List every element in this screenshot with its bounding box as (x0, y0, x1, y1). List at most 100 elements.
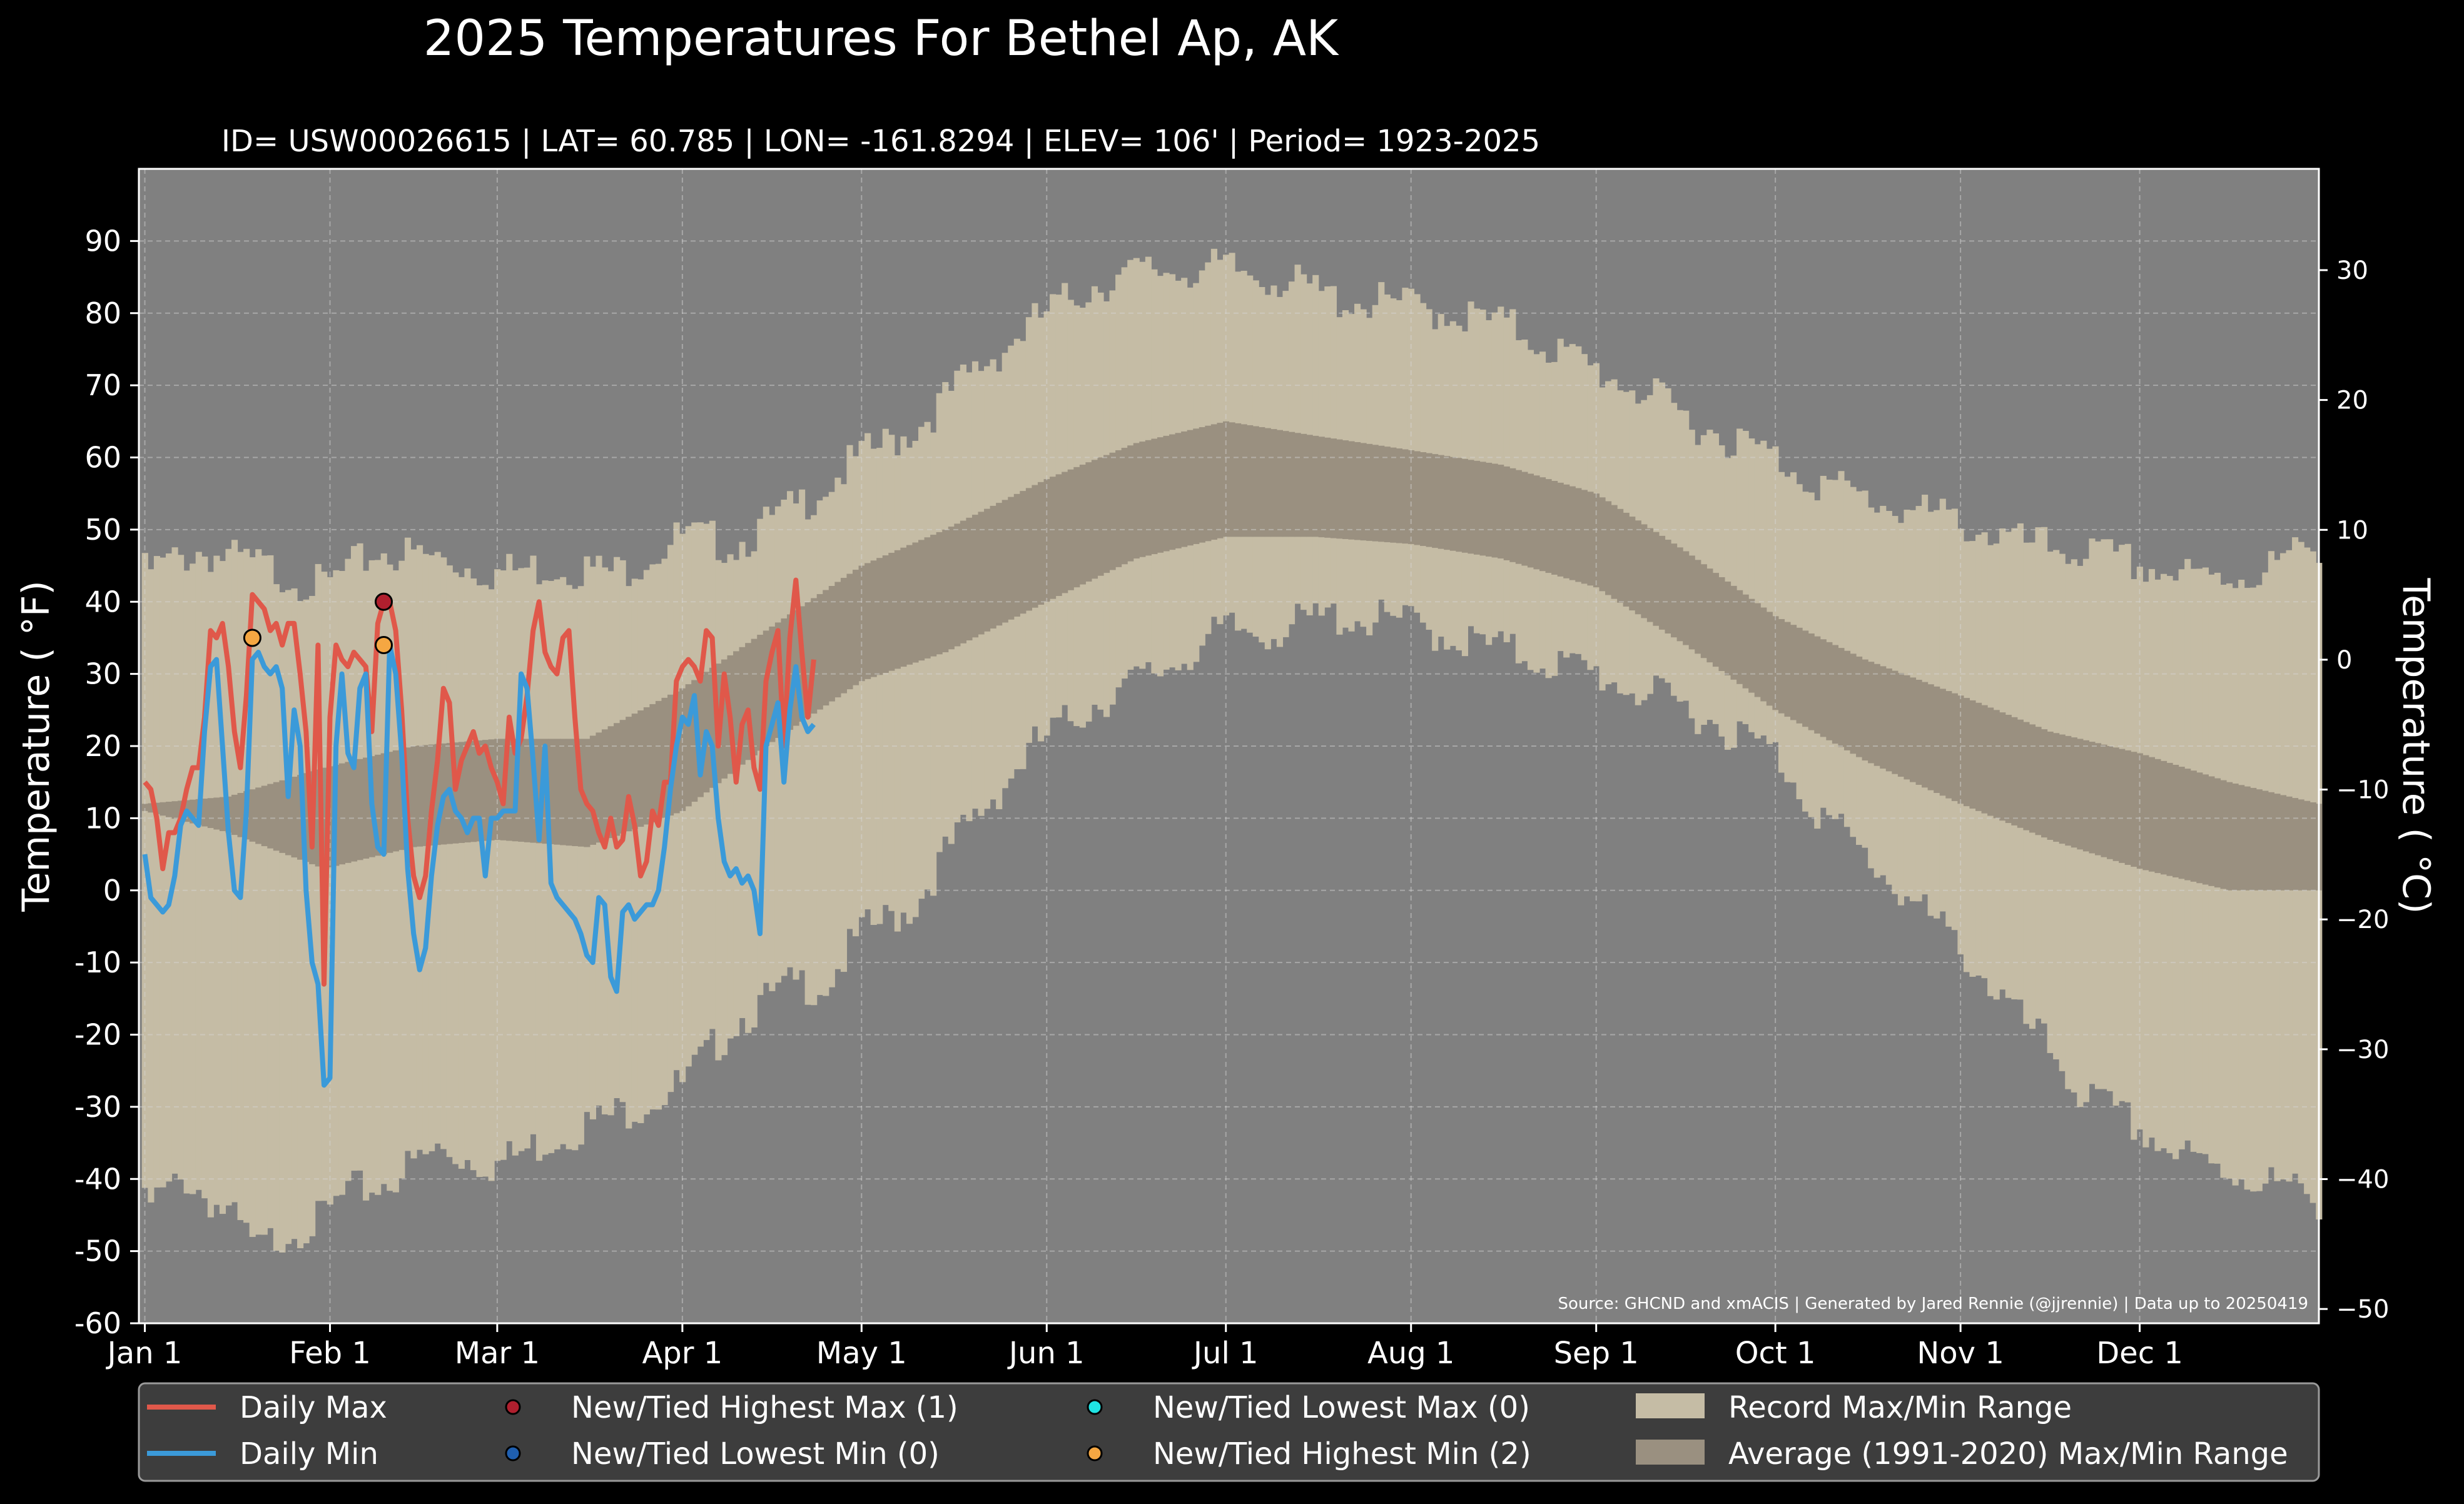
normal-range-bar (721, 659, 728, 779)
normal-range-bar (2112, 747, 2119, 861)
normal-range-bar (303, 773, 310, 862)
normal-range-bar (416, 745, 423, 847)
normal-range-bar (1085, 462, 1092, 582)
normal-range-bar (1468, 460, 1474, 554)
y-axis-label-left: Temperature ( °F) (14, 580, 58, 912)
normal-range-bar (1796, 627, 1803, 724)
normal-range-bar (1193, 428, 1200, 544)
normal-range-bar (1199, 427, 1205, 543)
normal-range-bar (2279, 795, 2287, 891)
normal-range-bar (1503, 466, 1510, 560)
record-range-bar (1742, 431, 1749, 724)
normal-range-bar (1521, 472, 1528, 566)
normal-range-bar (1945, 691, 1952, 799)
normal-range-bar (1008, 497, 1015, 620)
record-range-bar (518, 568, 525, 1151)
normal-range-bar (1444, 456, 1451, 550)
normal-range-bar (1390, 447, 1397, 543)
record-range-bar (500, 570, 507, 1160)
record-range-bar (375, 560, 382, 1195)
y-axis-left: -60 -50 -40 -30 -20 -10 0 10 20 30 40 50 60 70 80 90 (74, 224, 139, 1340)
normal-range-bar (1515, 470, 1522, 564)
normal-range-bar (1187, 430, 1194, 546)
normal-range-bar (900, 547, 907, 667)
normal-range-bar (1778, 618, 1785, 714)
normal-range-bar (2053, 733, 2060, 842)
normal-range-bar (2160, 760, 2167, 875)
normal-range-bar (2268, 792, 2274, 891)
normal-range-bar (2017, 719, 2024, 828)
normal-range-bar (2309, 802, 2316, 891)
normal-range-bar (1282, 431, 1289, 537)
normal-range-bar (338, 763, 345, 865)
normal-range-bar (751, 638, 758, 755)
normal-range-bar (410, 746, 417, 847)
normal-range-bar (1897, 673, 1904, 777)
record-range-bar (368, 560, 375, 1193)
record-range-bar (452, 572, 459, 1164)
normal-range-bar (171, 801, 178, 819)
normal-range-bar (1288, 432, 1295, 537)
normal-range-bar (912, 542, 919, 663)
normal-range-bar (1563, 484, 1570, 578)
normal-range-bar (1957, 695, 1964, 804)
y-tick-label-left: -10 (74, 946, 121, 979)
record-range-bar (577, 586, 584, 1145)
normal-range-bar (757, 634, 764, 751)
record-range-bar (363, 570, 370, 1201)
normal-range-bar (1067, 469, 1074, 590)
normal-range-bar (1013, 493, 1020, 617)
normal-range-bar (1676, 547, 1683, 642)
normal-range-bar (285, 778, 292, 855)
record-range-bar (482, 585, 489, 1177)
normal-range-bar (1557, 482, 1564, 577)
normal-range-bar (834, 582, 841, 698)
normal-range-bar (924, 537, 931, 659)
normal-range-bar (637, 710, 644, 827)
y-tick-label-left: 50 (84, 513, 121, 547)
normal-range-bar (619, 720, 626, 834)
normal-range-bar (2304, 800, 2311, 891)
normal-range-bar (434, 744, 441, 845)
normal-range-bar (1426, 453, 1432, 547)
normal-range-bar (548, 739, 555, 844)
normal-range-bar (626, 717, 632, 832)
record-range-bar (769, 515, 776, 991)
legend-label: New/Tied Lowest Max (0) (1153, 1390, 1530, 1425)
normal-range-bar (1730, 585, 1737, 680)
normal-range-bar (2244, 786, 2251, 891)
record-range-bar (195, 552, 202, 1190)
normal-range-bar (1748, 598, 1755, 693)
normal-range-bar (1527, 473, 1534, 568)
normal-range-bar (1575, 488, 1582, 582)
normal-range-bar (1742, 594, 1749, 689)
x-tick-label: Apr 1 (642, 1336, 722, 1371)
normal-range-bar (1987, 707, 1994, 816)
legend-swatch-dot (505, 1399, 521, 1415)
normal-range-bar (1963, 698, 1970, 807)
record-range-bar (488, 589, 495, 1181)
normal-range-bar (2178, 767, 2185, 879)
x-tick-label: Nov 1 (1917, 1336, 2004, 1371)
normal-range-bar (1372, 445, 1379, 542)
record-range-bar (387, 564, 393, 1191)
normal-range-bar (2119, 749, 2126, 863)
record-range-bar (721, 563, 728, 1056)
y-tick-label-right: −20 (2336, 906, 2389, 934)
normal-range-bar (237, 792, 244, 837)
normal-range-bar (2250, 787, 2257, 891)
y-tick-label-right: −50 (2336, 1295, 2389, 1324)
y-tick-label-right: −10 (2336, 776, 2389, 805)
record-range-bar (876, 448, 883, 924)
x-tick-label: Feb 1 (289, 1336, 371, 1371)
record-range-bar (446, 565, 453, 1158)
normal-range-bar (297, 775, 304, 860)
normal-range-bar (1718, 577, 1725, 672)
normal-range-bar (596, 732, 602, 843)
normal-range-bar (2005, 715, 2012, 824)
normal-range-bar (1210, 424, 1217, 540)
record-range-bar (1407, 288, 1415, 607)
normal-range-bar (589, 735, 596, 845)
daily-min-line (142, 642, 816, 1088)
normal-range-bar (1479, 462, 1486, 556)
